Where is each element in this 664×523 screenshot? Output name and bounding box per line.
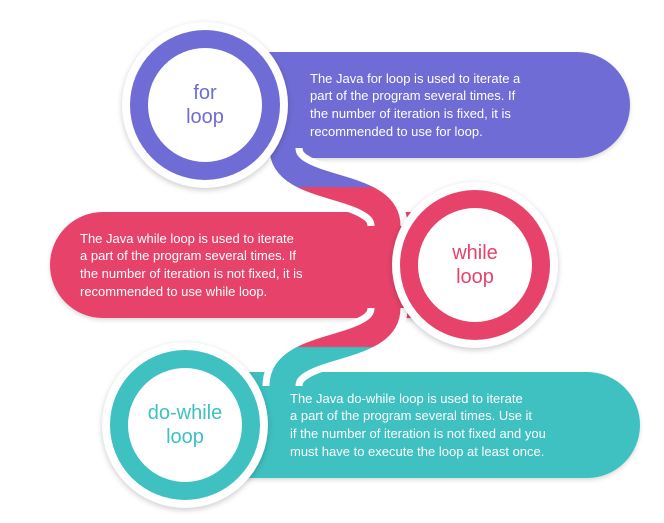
circle-for: for loop (130, 30, 280, 180)
label-while: while loop (452, 241, 498, 289)
description-dowhile: The Java do-while loop is used to iterat… (290, 390, 546, 460)
circle-inner-for: for loop (148, 48, 262, 162)
label-for: for loop (186, 81, 224, 129)
circle-inner-dowhile: do-while loop (128, 368, 242, 482)
connector-while-dowhile (260, 308, 410, 386)
circle-while: while loop (400, 190, 550, 340)
connector-for-while (260, 148, 410, 226)
description-for: The Java for loop is used to iterate a p… (310, 70, 520, 140)
circle-dowhile: do-while loop (110, 350, 260, 500)
label-dowhile: do-while loop (148, 401, 222, 449)
circle-inner-while: while loop (418, 208, 532, 322)
description-while: The Java while loop is used to iterate a… (80, 230, 303, 300)
